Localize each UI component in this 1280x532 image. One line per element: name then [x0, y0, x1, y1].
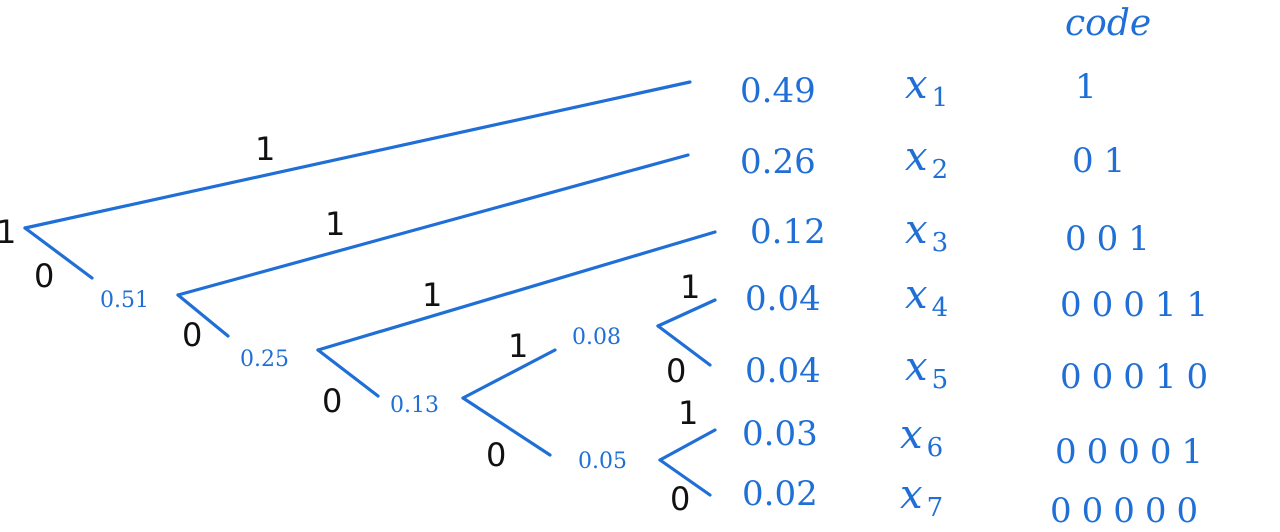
leaf-probabilities: 0.49 0.26 0.12 0.04 0.04 0.03 0.02 [740, 71, 826, 514]
root-label: 1 [0, 213, 16, 251]
edge-bit: 0 [322, 382, 342, 420]
internal-node-values: 0.51 0.25 0.13 0.08 0.05 [100, 288, 627, 474]
symbol-letter: x [900, 472, 923, 518]
edge-bit: 1 [255, 130, 275, 168]
codeword: 00001 [1055, 432, 1213, 472]
leaf-probability: 0.26 [740, 142, 816, 182]
tree-edges [23, 80, 717, 497]
codewords: 1 01 001 00011 00010 00001 00000 [1050, 67, 1218, 531]
node-value: 0.25 [240, 347, 289, 372]
symbol-letter: x [905, 62, 928, 108]
edge-n005-to-x7 [658, 458, 712, 497]
symbol-letter: x [905, 344, 928, 390]
edge-bit: 0 [670, 480, 690, 518]
symbol-letter: x [905, 272, 928, 318]
codeword: 01 [1072, 141, 1135, 181]
symbol-subscript: 5 [932, 365, 949, 395]
symbol-subscript: 6 [927, 433, 944, 463]
leaf-probability: 0.04 [745, 351, 821, 391]
symbol-subscript: 1 [932, 83, 949, 113]
edge-n051-to-n025 [176, 293, 230, 338]
node-value: 0.08 [572, 325, 621, 350]
codeword: 1 [1075, 67, 1107, 107]
code-column-header: code [1065, 3, 1151, 44]
codeword: 00010 [1060, 357, 1218, 397]
symbol-letter: x [905, 134, 928, 180]
symbol-subscript: 7 [927, 493, 944, 523]
symbol-subscript: 2 [932, 155, 949, 185]
symbol-letter: x [905, 207, 928, 253]
edge-bit: 1 [678, 394, 698, 432]
codeword: 00011 [1060, 285, 1218, 325]
edge-root-to-n051 [23, 226, 94, 280]
edge-bit: 1 [422, 276, 442, 314]
codeword: 00000 [1050, 491, 1208, 531]
node-value: 0.13 [390, 393, 439, 418]
codeword: 001 [1065, 219, 1160, 259]
edge-bit: 0 [486, 436, 506, 474]
edge-n025-to-x3 [316, 230, 717, 352]
node-value: 0.51 [100, 288, 149, 313]
edge-bit: 0 [666, 352, 686, 390]
symbol-subscript: 4 [932, 293, 949, 323]
edge-root-to-x1 [23, 80, 692, 230]
leaf-probability: 0.02 [742, 474, 818, 514]
edge-n013-to-n005 [461, 396, 552, 457]
edge-n013-to-n008 [461, 348, 557, 400]
edge-n008-to-x4 [656, 298, 717, 328]
symbol-subscript: 3 [932, 228, 949, 258]
edge-bit: 1 [325, 205, 345, 243]
node-value: 0.05 [578, 449, 627, 474]
leaf-probability: 0.12 [750, 212, 826, 252]
leaf-probability: 0.49 [740, 71, 816, 111]
edge-n008-to-x5 [656, 324, 712, 367]
edge-bit-labels: 1 0 1 0 1 0 1 0 1 0 1 0 [34, 130, 700, 518]
edge-n025-to-n013 [316, 348, 380, 398]
symbol-letter: x [900, 412, 923, 458]
edge-n005-to-x6 [658, 428, 717, 462]
edge-bit: 1 [508, 327, 528, 365]
edge-n051-to-x2 [176, 153, 690, 297]
leaf-probability: 0.04 [745, 279, 821, 319]
leaf-probability: 0.03 [742, 414, 818, 454]
edge-bit: 0 [34, 257, 54, 295]
edge-bit: 0 [182, 316, 202, 354]
edge-bit: 1 [680, 268, 700, 306]
